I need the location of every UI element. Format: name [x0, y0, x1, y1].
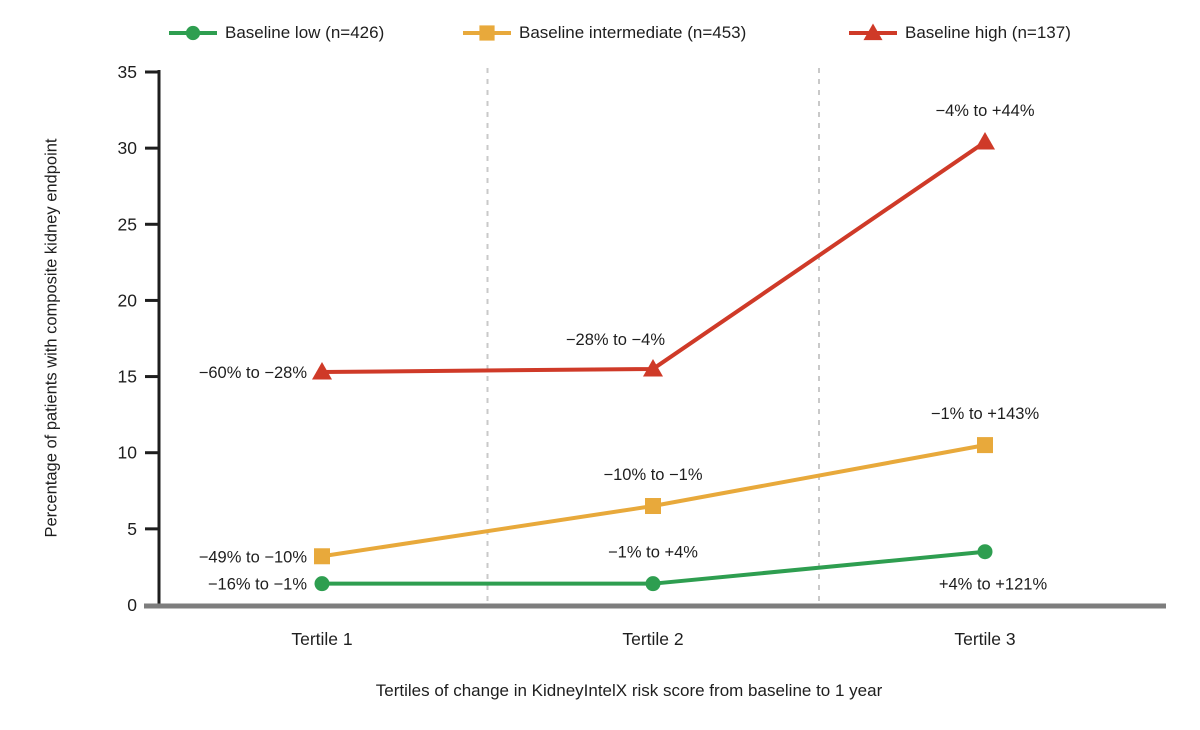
- point-range-label: +4% to +121%: [939, 576, 1048, 594]
- triangle-marker-icon: [312, 362, 332, 380]
- point-range-label: −1% to +4%: [608, 544, 698, 562]
- circle-marker-icon: [185, 25, 201, 41]
- point-range-label: −16% to −1%: [208, 576, 307, 594]
- circle-marker-icon: [314, 576, 330, 592]
- square-marker-icon: [314, 548, 330, 565]
- legend-item-baseline-intermediate: Baseline intermediate (n=453): [462, 23, 746, 43]
- triangle-marker-icon: [975, 132, 995, 150]
- x-axis-title: Tertiles of change in KidneyIntelX risk …: [375, 681, 883, 700]
- point-range-label: −60% to −28%: [199, 364, 308, 382]
- x-category-label: Tertile 1: [291, 629, 352, 649]
- point-range-label: −1% to +143%: [931, 405, 1040, 423]
- circle-marker-icon: [169, 25, 217, 41]
- legend-label-baseline-low: Baseline low (n=426): [225, 23, 385, 42]
- square-marker-icon: [977, 437, 993, 454]
- y-tick-label: 10: [118, 443, 138, 463]
- point-range-label: −49% to −10%: [199, 548, 308, 566]
- y-tick-label: 5: [127, 519, 137, 539]
- chart-legend: Baseline low (n=426) Baseline intermedia…: [0, 23, 1200, 45]
- square-marker-icon: [463, 25, 511, 41]
- y-tick-label: 35: [118, 62, 137, 82]
- y-tick-label: 30: [118, 138, 138, 158]
- point-range-label: −28% to −4%: [566, 331, 665, 349]
- square-marker-icon: [645, 498, 661, 515]
- y-tick-label: 0: [127, 595, 137, 615]
- legend-label-baseline-intermediate: Baseline intermediate (n=453): [519, 23, 747, 42]
- triangle-marker-icon: [849, 23, 897, 41]
- circle-marker-icon: [645, 576, 661, 592]
- y-tick-label: 15: [118, 367, 137, 387]
- point-range-label: −10% to −1%: [603, 466, 702, 484]
- y-tick-label: 20: [118, 290, 138, 310]
- triangle-marker-icon: [643, 358, 663, 377]
- y-tick-label: 25: [118, 214, 137, 234]
- legend-item-baseline-high: Baseline high (n=137): [848, 23, 1071, 43]
- x-category-label: Tertile 2: [622, 629, 683, 649]
- triangle-marker-icon: [863, 23, 883, 41]
- circle-marker-icon: [977, 544, 993, 560]
- square-marker-icon: [479, 25, 495, 41]
- x-category-label: Tertile 3: [954, 629, 1015, 649]
- point-range-label: −4% to +44%: [935, 102, 1034, 120]
- legend-item-baseline-low: Baseline low (n=426): [168, 23, 384, 43]
- legend-label-baseline-high: Baseline high (n=137): [905, 23, 1071, 42]
